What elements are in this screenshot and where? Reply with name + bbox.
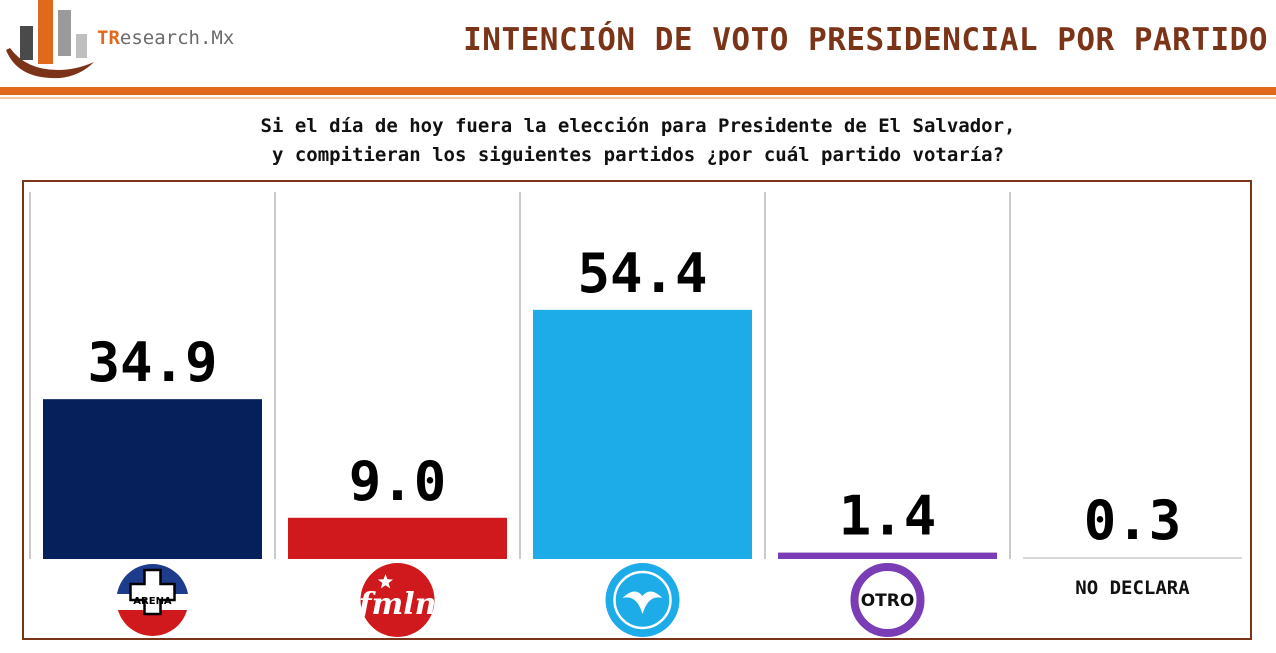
question-line-2: y compitieran los siguientes partidos ¿p… xyxy=(271,144,1005,166)
otro-circle-icon: OTRO xyxy=(850,563,925,637)
bar-4 xyxy=(778,552,997,559)
tresearch-logo-icon xyxy=(6,0,94,79)
header-rule-thin xyxy=(0,97,1276,99)
data-label-5: 0.3 xyxy=(1084,489,1182,552)
data-label-1: 34.9 xyxy=(87,331,217,394)
data-label-2: 9.0 xyxy=(349,450,447,513)
nuevas-ideas-logo-icon xyxy=(605,563,680,637)
category-label-5: NO DECLARA xyxy=(1075,577,1190,599)
brand-name: TResearch.Mx xyxy=(97,27,235,49)
data-label-4: 1.4 xyxy=(839,485,937,548)
chart-frame: 34.9 ARENA 9.0 fmln 54.4 1.4 OTRO 0.3 NO DECLARA xyxy=(22,180,1252,640)
data-label-3: 54.4 xyxy=(577,242,707,305)
category-label-4: OTRO xyxy=(861,591,915,611)
bar-3 xyxy=(533,309,752,559)
survey-question: Si el día de hoy fuera la elección para … xyxy=(0,112,1276,170)
page-title: INTENCIÓN DE VOTO PRESIDENCIAL POR PARTI… xyxy=(463,22,1268,58)
svg-text:ARENA: ARENA xyxy=(133,596,172,607)
bar-2 xyxy=(288,517,507,559)
bar-5 xyxy=(1023,557,1242,559)
header-rule xyxy=(0,87,1276,95)
arena-logo-icon: ARENA xyxy=(116,564,189,636)
bar-1 xyxy=(43,399,262,559)
question-line-1: Si el día de hoy fuera la elección para … xyxy=(260,115,1016,137)
bar-chart: 34.9 ARENA 9.0 fmln 54.4 1.4 OTRO 0.3 NO DECLARA xyxy=(29,192,1242,637)
svg-text:fmln: fmln xyxy=(357,587,437,622)
fmln-logo-icon: fmln xyxy=(357,563,437,637)
